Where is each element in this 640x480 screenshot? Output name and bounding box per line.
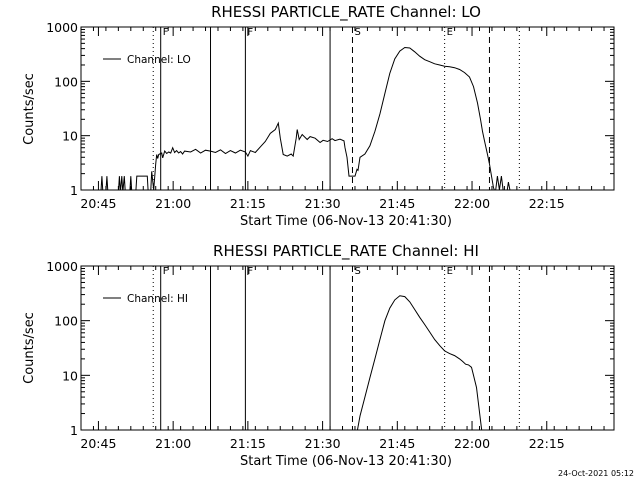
x-tick-label: 22:00 xyxy=(454,196,490,211)
x-tick-label: 22:00 xyxy=(454,436,490,451)
y-tick-label: 100 xyxy=(54,74,78,89)
x-tick-label: 21:45 xyxy=(379,436,415,451)
data-series xyxy=(356,295,483,430)
y-tick-label: 100 xyxy=(54,314,78,329)
x-tick-label: 20:45 xyxy=(80,196,116,211)
chart-title: RHESSI PARTICLE_RATE Channel: LO xyxy=(211,3,481,22)
event-marker-label: E xyxy=(447,27,453,38)
legend: Channel: HI xyxy=(103,293,188,305)
series-line xyxy=(356,295,483,430)
plot-area-border xyxy=(80,26,615,191)
x-tick-label: 21:00 xyxy=(155,196,191,211)
tick-labels: 1 10 100 1000 20:45 21:00 21:15 21:30 21:45 22:00… xyxy=(46,20,565,211)
panel-lo: RHESSI PARTICLE_RATE Channel: LO Counts/… xyxy=(22,3,615,229)
tick-labels: 1 10 100 1000 20:45 21:00 21:15 21:30 21:45 22:00… xyxy=(46,259,565,451)
plot-area-border xyxy=(80,265,615,431)
event-marker-label: F xyxy=(247,27,253,38)
event-marker-label: E xyxy=(447,266,453,277)
x-tick-label: 21:00 xyxy=(155,436,191,451)
data-series xyxy=(100,46,511,190)
x-axis-label: Start Time (06-Nov-13 20:41:30) xyxy=(240,454,452,469)
y-tick-label: 1000 xyxy=(46,20,78,35)
plot-frame xyxy=(80,26,615,191)
x-tick-label: 21:45 xyxy=(379,196,415,211)
y-axis-label: Counts/sec xyxy=(22,73,37,145)
series-line xyxy=(100,46,511,190)
event-marker-label: F xyxy=(163,27,169,38)
x-axis-label: Start Time (06-Nov-13 20:41:30) xyxy=(240,214,452,229)
x-tick-label: 21:30 xyxy=(305,436,341,451)
legend-label: Channel: HI xyxy=(127,293,188,305)
y-tick-label: 1000 xyxy=(46,259,78,274)
x-tick-label: 21:15 xyxy=(230,436,266,451)
plot-frame xyxy=(80,265,615,431)
x-tick-label: 22:15 xyxy=(529,196,565,211)
event-marker-label: S xyxy=(354,266,360,277)
y-tick-label: 10 xyxy=(62,368,78,383)
x-tick-label: 20:45 xyxy=(80,436,116,451)
chart-title: RHESSI PARTICLE_RATE Channel: HI xyxy=(213,242,479,261)
event-marker-label: S xyxy=(354,27,360,38)
y-tick-label: 1 xyxy=(70,423,78,438)
y-tick-label: 1 xyxy=(70,183,78,198)
legend-label: Channel: LO xyxy=(127,54,191,66)
x-tick-label: 21:15 xyxy=(230,196,266,211)
x-tick-label: 22:15 xyxy=(529,436,565,451)
x-tick-label: 21:30 xyxy=(305,196,341,211)
panel-hi: RHESSI PARTICLE_RATE Channel: HI Counts/… xyxy=(22,242,615,469)
timestamp-footer: 24-Oct-2021 05:12 xyxy=(558,469,634,478)
y-axis-label: Counts/sec xyxy=(22,312,37,384)
event-marker-label: F xyxy=(247,266,253,277)
legend: Channel: LO xyxy=(103,54,191,66)
event-marker-label: F xyxy=(163,266,169,277)
y-tick-label: 10 xyxy=(62,129,78,144)
